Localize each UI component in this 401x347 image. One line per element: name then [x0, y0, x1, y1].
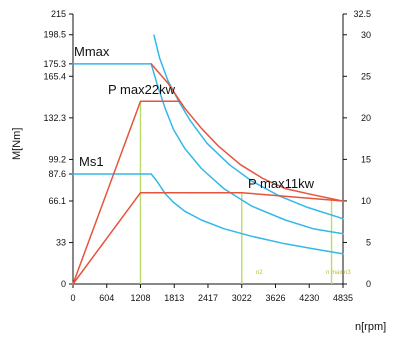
left-tick-label: 132.3 — [43, 113, 66, 123]
right-tick-label: 20 — [361, 113, 371, 123]
right-tick-label: 30 — [361, 30, 371, 40]
series-line — [72, 173, 344, 255]
annotation-ms1: Ms1 — [79, 154, 104, 169]
series-line — [72, 191, 344, 285]
right-tick-label: 15 — [361, 154, 371, 164]
left-axis-title: M[Nm] — [11, 128, 23, 160]
left-tick-label: 33 — [56, 238, 66, 248]
left-tick-label: 215 — [51, 9, 66, 19]
annotation-small-right: n max n3 — [326, 270, 351, 276]
annotation-mmax: Mmax — [74, 44, 110, 59]
right-tick-label: 10 — [361, 196, 371, 206]
right-tick-label: 32.5 — [353, 9, 371, 19]
left-tick-label: 165.4 — [43, 71, 66, 81]
annotation-pmax22: P max22kw — [108, 82, 176, 97]
left-tick-label: 0 — [61, 279, 66, 289]
annotations-group: Mmax P max22kw Ms1 P max11kw n2 n max n3 — [74, 44, 351, 276]
x-tick-label: 3022 — [232, 293, 252, 303]
x-tick-label: 0 — [70, 293, 75, 303]
right-tick-label: 5 — [366, 237, 371, 247]
x-axis-title: n[rpm] — [355, 321, 386, 333]
series-line — [150, 63, 344, 202]
x-tick-label: 1208 — [130, 293, 150, 303]
x-tick-label: 4230 — [299, 293, 319, 303]
right-tick-label: 25 — [361, 71, 371, 81]
x-tick-label: 3626 — [265, 293, 285, 303]
x-tick-label: 2417 — [198, 293, 218, 303]
series-line — [72, 63, 344, 235]
left-tick-label: 198.5 — [43, 30, 66, 40]
x-tick-label: 4835 — [333, 293, 353, 303]
x-tick-label: 1813 — [164, 293, 184, 303]
x-tick-label: 604 — [99, 293, 114, 303]
series-line — [153, 34, 344, 220]
left-tick-label: 87.6 — [48, 169, 66, 179]
annotation-pmax11: P max11kw — [248, 176, 315, 191]
axes-group: 0 33 66.1 87.6 99.2 132.3 165.4 175.3 198.5 215 0 5… — [43, 9, 371, 303]
series-group — [72, 34, 344, 285]
right-tick-label: 0 — [366, 279, 371, 289]
series-line — [72, 100, 180, 285]
left-tick-label: 99.2 — [48, 154, 66, 164]
annotation-small-left: n2 — [256, 270, 263, 276]
left-tick-label: 175.3 — [43, 59, 66, 69]
left-tick-label: 66.1 — [48, 196, 66, 206]
